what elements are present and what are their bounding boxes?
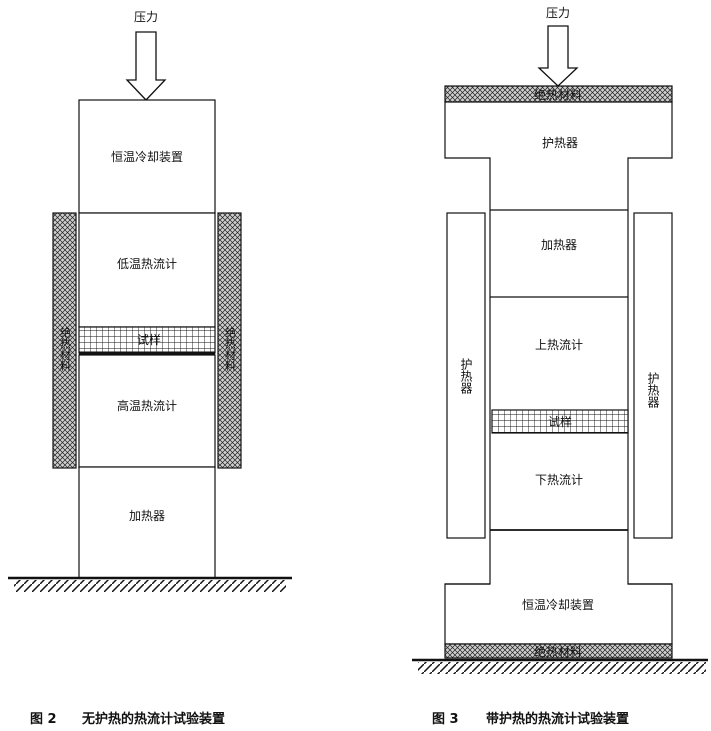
figure-3-number: 图 3	[432, 712, 459, 727]
pressure-arrow-icon	[125, 31, 167, 101]
insulation-bottom-label: 绝热材料	[534, 644, 582, 659]
guard-heater-right	[633, 212, 673, 539]
insulation-right-label: 绝热材料	[224, 326, 237, 372]
sample	[491, 409, 629, 434]
low-meter-label: 低温热流计	[117, 257, 177, 271]
heater	[78, 466, 216, 579]
sample-label: 试样	[137, 332, 161, 347]
upper-meter-label: 上热流计	[535, 338, 583, 352]
guard-left-label: 护热器	[459, 358, 473, 395]
low-temp-heat-flow-meter	[78, 212, 216, 328]
insulation-left-label: 绝热材料	[59, 326, 72, 372]
guard-heater-left	[446, 212, 486, 539]
high-meter-label: 高温热流计	[117, 398, 177, 413]
pressure-label: 压力	[546, 6, 570, 20]
high-temp-heat-flow-meter	[78, 354, 216, 468]
sample-label: 试样	[548, 414, 572, 429]
ground-hatching	[14, 580, 286, 592]
pressure-label: 压力	[134, 10, 158, 24]
constant-temp-cooler	[78, 99, 216, 214]
insulation-bottom	[444, 643, 673, 659]
insulation-right	[217, 212, 242, 469]
insulation-top-label: 绝热材料	[534, 87, 582, 102]
ground-hatching	[418, 662, 706, 674]
lower-meter-label: 下热流计	[535, 473, 583, 487]
guard-top-label: 护热器	[542, 136, 578, 150]
figure-2: 压力 恒温冷却装置 低温热流计 试样 高温热流计 加热器 绝热材料 绝热材料 图…	[8, 10, 292, 727]
cooler-label: 恒温冷却装置	[111, 150, 183, 164]
heater-label: 加热器	[541, 238, 577, 252]
figure-2-caption: 无护热的热流计试验装置	[81, 711, 225, 727]
heater-label: 加热器	[129, 509, 165, 523]
figure-3: 压力 绝热材料 护热器 加热器 上热流计 试样 下热流计 护热器 护热器 恒温冷…	[412, 6, 708, 727]
cooler-label: 恒温冷却装置	[522, 598, 594, 612]
figure-2-number: 图 2	[30, 712, 57, 727]
guard-right-label: 护热器	[646, 372, 660, 409]
insulation-left	[52, 212, 77, 469]
figure-3-caption: 带护热的热流计试验装置	[486, 711, 629, 727]
pressure-arrow-icon	[537, 25, 579, 87]
